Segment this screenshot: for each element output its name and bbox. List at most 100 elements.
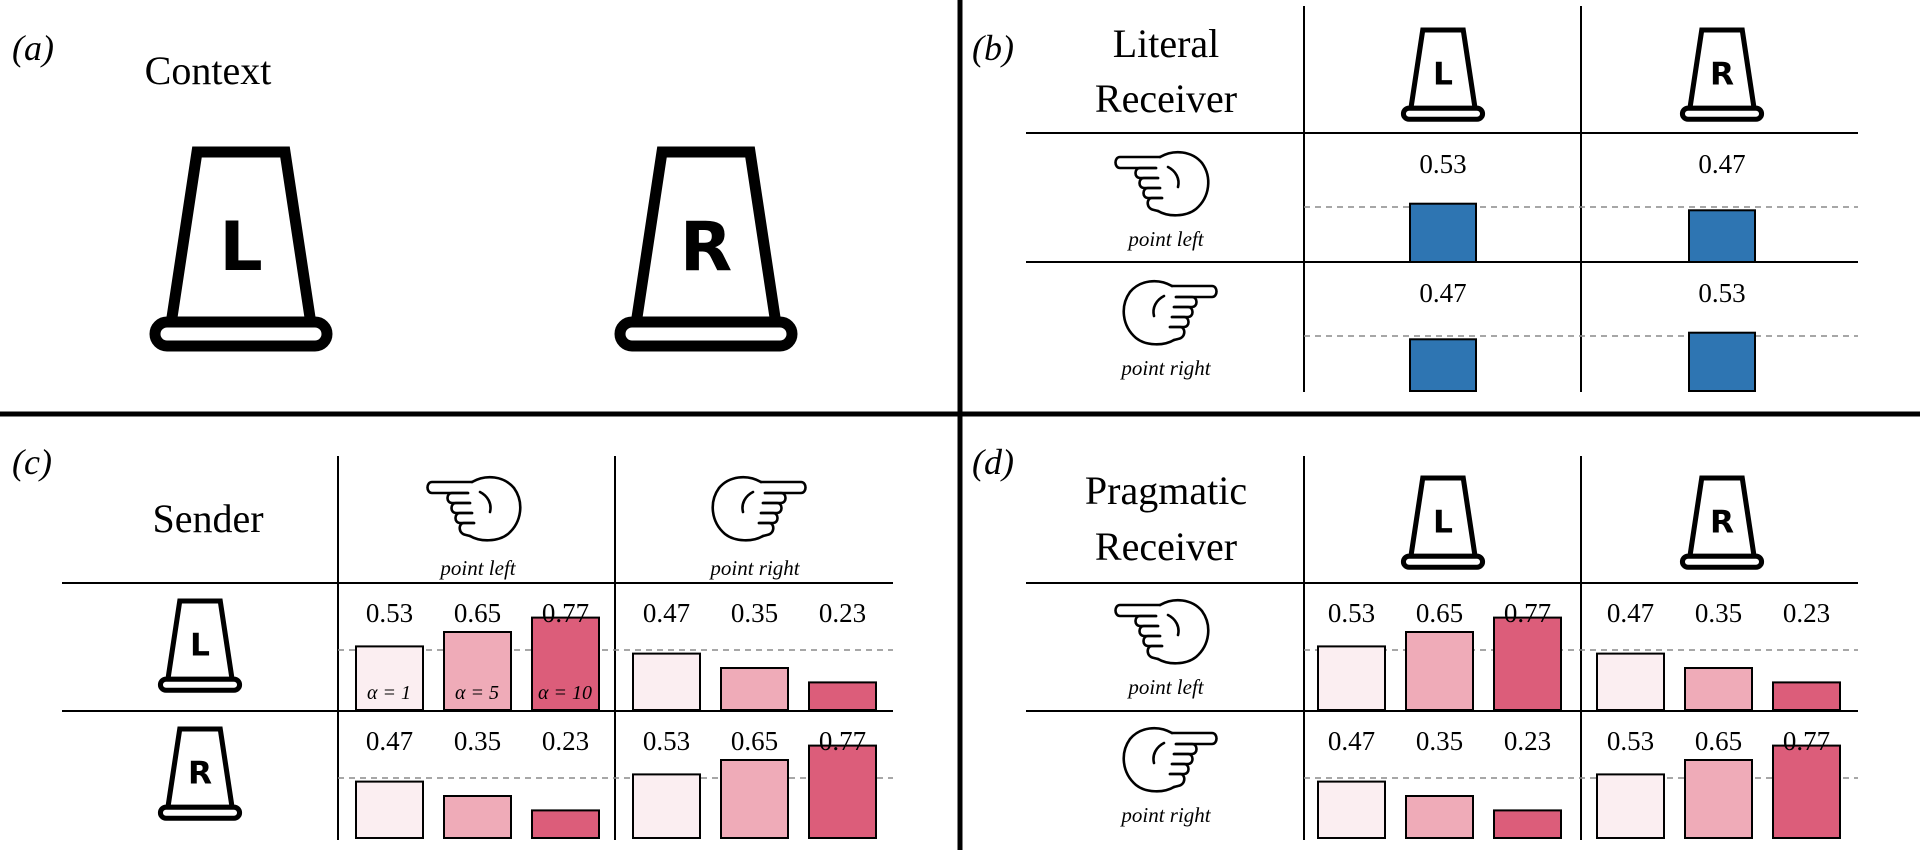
sender-bar — [720, 667, 789, 711]
pointing-left-hand-icon — [426, 475, 522, 542]
sender-bar — [443, 795, 512, 839]
hand-finger — [757, 521, 775, 538]
hand-finger — [1138, 624, 1162, 638]
sender-value: 0.23 — [819, 598, 866, 628]
sender-bar — [632, 773, 701, 840]
receiver-bar — [1493, 809, 1562, 840]
cup-letter: R — [1710, 56, 1734, 92]
receiver-bar — [1684, 667, 1753, 711]
probability-value: 0.53 — [1419, 149, 1466, 179]
receiver-bar — [1684, 759, 1753, 839]
receiver-bar — [1772, 744, 1841, 839]
probability-bar — [1688, 209, 1756, 264]
row-label: point right — [1119, 803, 1211, 827]
receiver-value: 0.47 — [1607, 598, 1654, 628]
hand-finger — [1146, 196, 1164, 213]
panel-title: Literal — [1113, 21, 1220, 66]
receiver-value: 0.23 — [1783, 598, 1830, 628]
sender-bar — [632, 652, 701, 711]
hand-finger — [1170, 305, 1194, 319]
cup-letter: L — [1433, 504, 1453, 540]
sender-bar — [443, 631, 512, 711]
hand-finger — [1138, 176, 1162, 190]
pointing-right-hand-icon — [1122, 279, 1218, 346]
hand-thumb — [1166, 613, 1180, 637]
panel-title: Sender — [152, 496, 263, 541]
cup-icon: L — [1400, 475, 1486, 570]
hand-finger — [1134, 166, 1160, 180]
hand-finger — [1168, 325, 1186, 342]
hand-finger — [446, 491, 472, 505]
hand-finger — [759, 501, 783, 515]
receiver-value: 0.65 — [1416, 598, 1463, 628]
sender-value: 0.47 — [643, 598, 690, 628]
cup-rim — [157, 804, 243, 821]
hand-finger — [1172, 295, 1198, 309]
hand-finger — [454, 511, 476, 525]
pointing-right-hand-icon — [711, 475, 807, 542]
cup-rim — [1679, 105, 1765, 122]
cup-letter: R — [1710, 504, 1734, 540]
sender-bar — [531, 809, 600, 840]
sender-value: 0.23 — [542, 726, 589, 756]
cup-icon: R — [1679, 475, 1765, 570]
cup-icon: R — [614, 146, 798, 352]
sender-value: 0.35 — [731, 598, 778, 628]
alpha-label: α = 5 — [455, 682, 499, 704]
panel-label: (b) — [972, 28, 1014, 68]
receiver-value: 0.77 — [1783, 726, 1830, 756]
cup-letter: R — [680, 208, 732, 287]
probability-bar — [1409, 202, 1477, 263]
hand-finger — [1142, 634, 1164, 648]
sender-bar — [355, 780, 424, 839]
panel-title: Pragmatic — [1085, 468, 1247, 513]
hand-thumb — [1152, 294, 1166, 318]
hand-finger — [426, 480, 474, 495]
hand-finger — [1170, 752, 1194, 766]
sender-bar — [355, 645, 424, 712]
hand-outline — [1156, 598, 1210, 665]
hand-finger — [1114, 603, 1162, 618]
hand-finger — [1114, 155, 1162, 170]
alpha-label: α = 10 — [538, 682, 592, 704]
receiver-bar — [1596, 773, 1665, 840]
receiver-bar — [1317, 780, 1386, 839]
hand-finger — [759, 480, 807, 495]
receiver-value: 0.35 — [1695, 598, 1742, 628]
sender-bar — [531, 616, 600, 711]
receiver-value: 0.65 — [1695, 726, 1742, 756]
alpha-label: α = 1 — [367, 682, 411, 704]
cup-rim — [157, 676, 243, 693]
cup-letter: L — [1433, 56, 1453, 92]
cup-icon: R — [157, 726, 243, 821]
hand-finger — [1170, 731, 1218, 746]
sender-value: 0.65 — [454, 598, 501, 628]
sender-value: 0.53 — [643, 726, 690, 756]
sender-value: 0.35 — [454, 726, 501, 756]
panel-title: Context — [145, 48, 272, 93]
sender-value: 0.53 — [366, 598, 413, 628]
hand-thumb — [1152, 741, 1166, 765]
hand-finger — [1142, 186, 1164, 200]
receiver-value: 0.53 — [1607, 726, 1654, 756]
receiver-value: 0.35 — [1416, 726, 1463, 756]
probability-bar — [1409, 338, 1477, 392]
cup-rim — [1400, 553, 1486, 570]
cup-icon: L — [1400, 27, 1486, 122]
pointing-left-hand-icon — [1114, 598, 1210, 665]
hand-thumb — [1166, 165, 1180, 189]
receiver-bar — [1596, 652, 1665, 711]
column-label: point left — [438, 556, 516, 580]
probability-value: 0.47 — [1698, 149, 1745, 179]
cup-rim — [149, 316, 333, 352]
receiver-value: 0.47 — [1328, 726, 1375, 756]
panel-label: (d) — [972, 442, 1014, 482]
panel-title: Receiver — [1095, 76, 1237, 121]
hand-finger — [1168, 315, 1190, 329]
pointing-left-hand-icon — [1114, 150, 1210, 217]
sender-bar — [808, 681, 877, 712]
row-label: point right — [1119, 356, 1211, 380]
pointing-right-hand-icon — [1122, 726, 1218, 793]
hand-finger — [761, 491, 787, 505]
hand-outline — [1156, 150, 1210, 217]
